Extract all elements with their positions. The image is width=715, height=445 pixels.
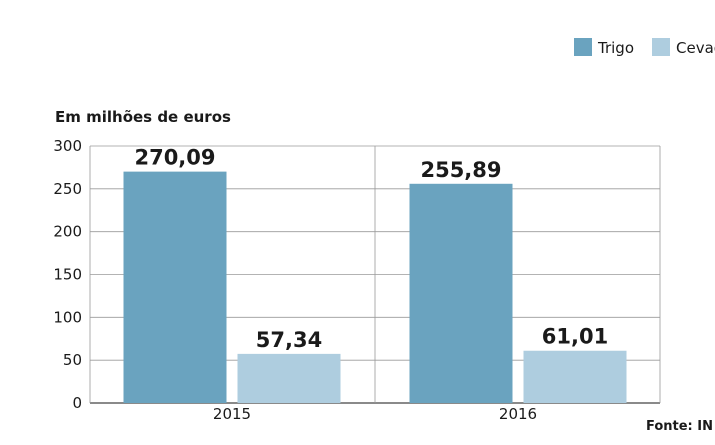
bar-trigo-2015 [123, 171, 227, 403]
y-tick-label: 250 [53, 180, 82, 198]
source-note: Fonte: IN [646, 419, 713, 434]
y-axis-ticks: 0 50 100 150 200 250 300 [53, 137, 82, 412]
legend-swatch [652, 38, 670, 56]
data-label: 270,09 [134, 146, 215, 170]
data-label: 57,34 [256, 328, 322, 352]
bar-cevad-2016 [523, 350, 627, 403]
legend-label: Cevad [676, 39, 715, 57]
y-tick-label: 50 [63, 351, 82, 369]
bar-trigo-2016 [409, 183, 513, 403]
y-axis-label: Em milhões de euros [55, 108, 231, 126]
x-tick-label: 2015 [213, 405, 251, 423]
x-tick-label: 2016 [499, 405, 537, 423]
y-tick-label: 100 [53, 308, 82, 326]
legend-label: Trigo [597, 39, 634, 57]
bar-cevad-2015 [237, 353, 341, 403]
bars: 270,09 57,34 255,89 61,01 [123, 146, 627, 403]
x-axis-ticks: 2015 2016 [213, 405, 537, 423]
y-tick-label: 150 [53, 266, 82, 284]
legend: Trigo Cevad [574, 38, 715, 57]
y-tick-label: 200 [53, 223, 82, 241]
data-label: 61,01 [542, 325, 608, 349]
data-label: 255,89 [420, 158, 501, 182]
legend-swatch [574, 38, 592, 56]
y-tick-label: 300 [53, 137, 82, 155]
y-tick-label: 0 [72, 394, 82, 412]
